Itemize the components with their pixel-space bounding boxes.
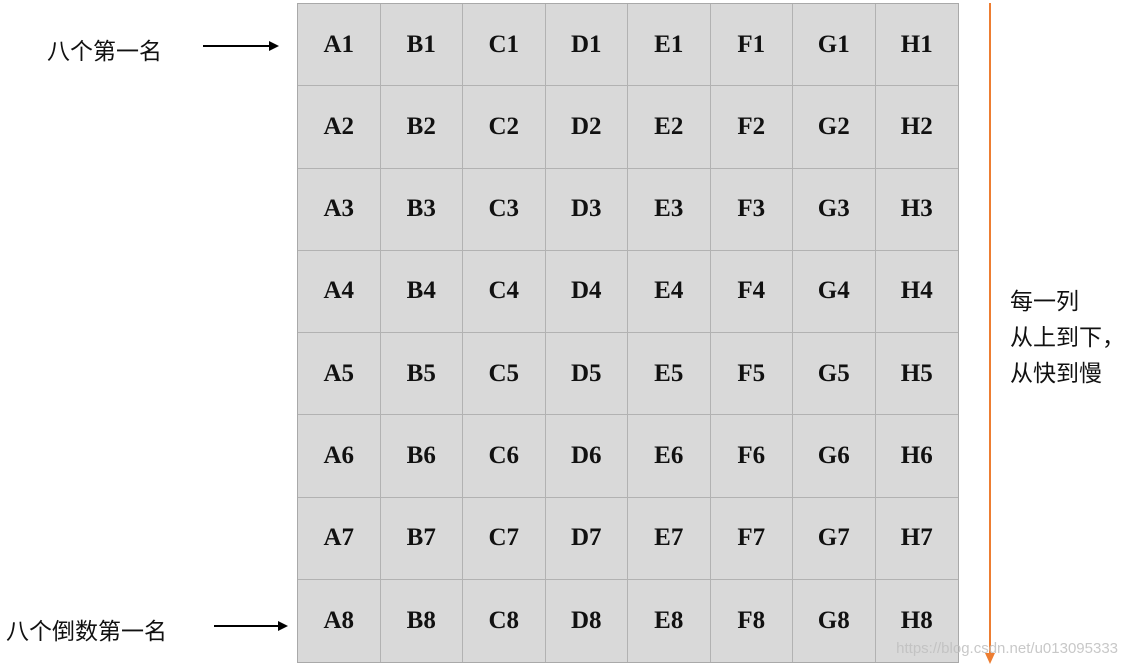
grid-cell: F2: [710, 86, 793, 169]
grid-cell: C3: [463, 168, 546, 251]
grid-cell: E7: [628, 497, 711, 580]
last-place-label: 八个倒数第一名: [6, 619, 167, 645]
grid-cell: B1: [380, 4, 463, 87]
grid-cell: G7: [793, 497, 876, 580]
grid-cell: G4: [793, 250, 876, 333]
grid-cell: G8: [793, 579, 876, 662]
grid-cell: E2: [628, 86, 711, 169]
grid-cell: A4: [298, 250, 381, 333]
grid-cell: F5: [710, 333, 793, 416]
grid-cell: C1: [463, 4, 546, 87]
grid-cell: F1: [710, 4, 793, 87]
grid-cell: D8: [545, 579, 628, 662]
grid-cell: H6: [875, 415, 958, 498]
grid-cell: F4: [710, 250, 793, 333]
grid-cell: A8: [298, 579, 381, 662]
grid-cell: A2: [298, 86, 381, 169]
grid-cell: A3: [298, 168, 381, 251]
grid-cell: A1: [298, 4, 381, 87]
grid-cell: H7: [875, 497, 958, 580]
first-place-label: 八个第一名: [47, 39, 162, 65]
grid-cell: D5: [545, 333, 628, 416]
grid-cell: H1: [875, 4, 958, 87]
grid-cell: D1: [545, 4, 628, 87]
grid-cell: B7: [380, 497, 463, 580]
note-line-1: 每一列: [1010, 289, 1079, 315]
grid-cell: B5: [380, 333, 463, 416]
grid-cell: C4: [463, 250, 546, 333]
grid-cell: B8: [380, 579, 463, 662]
last-place-arrow: [214, 621, 288, 631]
grid-cell: C5: [463, 333, 546, 416]
grid-cell: G2: [793, 86, 876, 169]
grid-cell: G3: [793, 168, 876, 251]
note-line-2: 从上到下，: [1010, 325, 1125, 351]
grid-cell: B4: [380, 250, 463, 333]
grid-cell: F3: [710, 168, 793, 251]
grid-cell: H5: [875, 333, 958, 416]
grid-cell: A6: [298, 415, 381, 498]
grid-cell: F7: [710, 497, 793, 580]
grid-cell: C6: [463, 415, 546, 498]
grid-cell: D7: [545, 497, 628, 580]
column-order-note: 每一列 从上到下， 从快到慢: [1010, 284, 1125, 392]
grid-cell: D3: [545, 168, 628, 251]
grid-cell: E8: [628, 579, 711, 662]
grid-cell: E5: [628, 333, 711, 416]
grid-cell: F8: [710, 579, 793, 662]
grid-cell: C2: [463, 86, 546, 169]
grid-cell: G5: [793, 333, 876, 416]
grid-cell: A7: [298, 497, 381, 580]
grid-cell: B2: [380, 86, 463, 169]
grid-cell: C7: [463, 497, 546, 580]
grid-cell: B6: [380, 415, 463, 498]
grid-cell: G6: [793, 415, 876, 498]
watermark: https://blog.csdn.net/u013095333: [896, 640, 1118, 657]
grid-cell: E6: [628, 415, 711, 498]
column-direction-arrow: [985, 3, 995, 664]
grid-cell: B3: [380, 168, 463, 251]
grid-cell: D6: [545, 415, 628, 498]
grid-cell: E4: [628, 250, 711, 333]
grid-cell: H2: [875, 86, 958, 169]
grid-cell: D4: [545, 250, 628, 333]
grid-cell: H4: [875, 250, 958, 333]
grid-cell: F6: [710, 415, 793, 498]
note-line-3: 从快到慢: [1010, 361, 1102, 387]
grid-cell: E3: [628, 168, 711, 251]
grid-cell: H3: [875, 168, 958, 251]
grid-cell: E1: [628, 4, 711, 87]
grid-cell: G1: [793, 4, 876, 87]
grid-cell: H8: [875, 579, 958, 662]
ranking-grid: A1 B1 C1 D1 E1 F1 G1 H1 A2 B2 C2 D2 E2 F2 G2 H2 A3 B3 C3 D3…: [297, 3, 959, 663]
grid-cell: D2: [545, 86, 628, 169]
grid-cell: A5: [298, 333, 381, 416]
first-place-arrow: [203, 41, 279, 51]
grid-cell: C8: [463, 579, 546, 662]
